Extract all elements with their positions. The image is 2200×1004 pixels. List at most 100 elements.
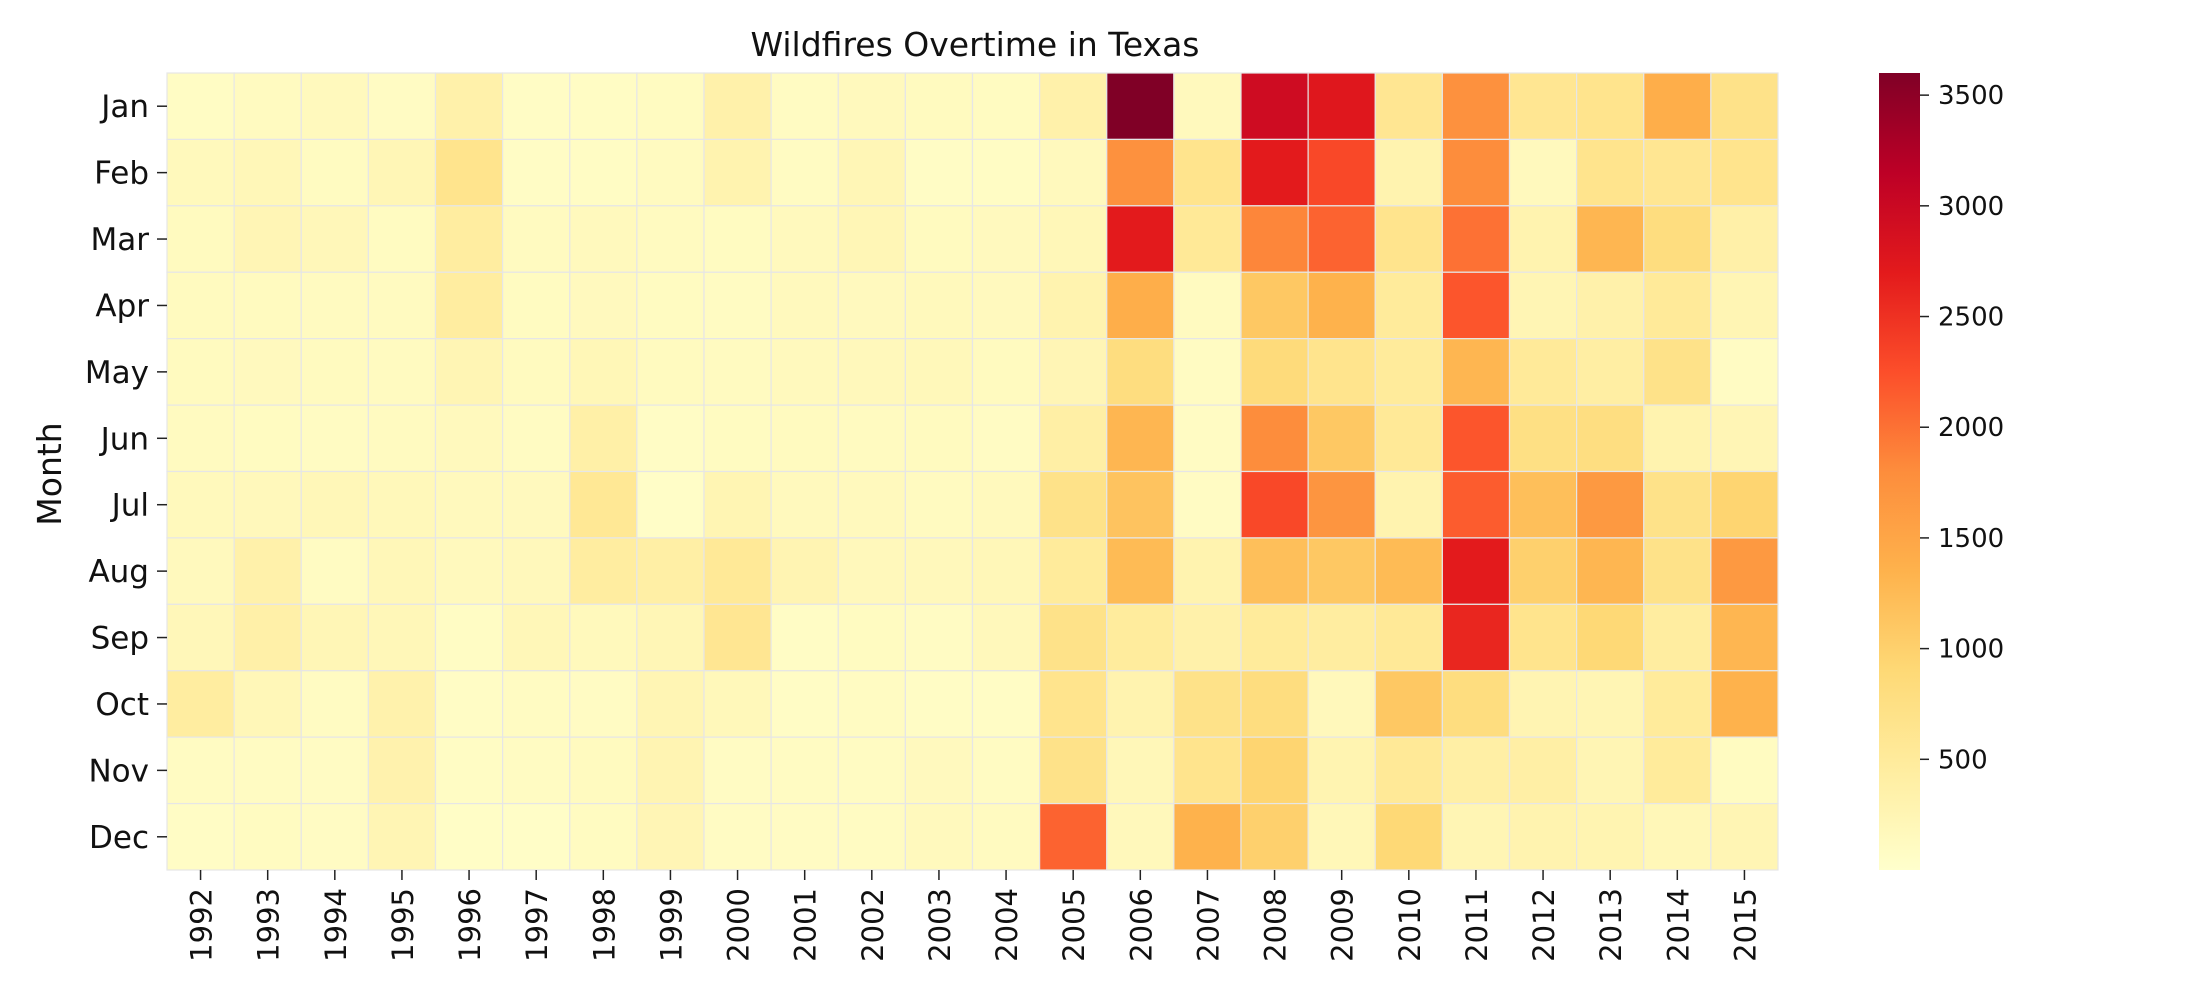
heatmap-cell xyxy=(971,404,1041,473)
heatmap-cell xyxy=(1441,271,1511,340)
heatmap-cell xyxy=(569,736,638,805)
heatmap-cell xyxy=(1374,802,1443,871)
heatmap-cell xyxy=(569,404,638,473)
heatmap-cell xyxy=(569,271,638,340)
heatmap-cell xyxy=(1374,271,1443,340)
heatmap-cell xyxy=(1106,670,1175,738)
heatmap-cell xyxy=(1039,537,1108,605)
y-axis-ticks: Jan Feb Mar Apr May Jun Jul Aug Sep Oct Nov Dec xyxy=(85,89,167,856)
heatmap-cell xyxy=(166,404,235,473)
heatmap-cell xyxy=(1374,603,1443,672)
heatmap-cell xyxy=(1710,338,1779,406)
y-tick-label: Dec xyxy=(89,820,149,856)
heatmap-cell xyxy=(367,670,437,738)
x-tick-label: 2010 xyxy=(1393,888,1427,962)
heatmap-cell xyxy=(502,470,571,539)
heatmap-cell xyxy=(569,470,638,539)
heatmap-cell xyxy=(904,670,974,738)
heatmap-cell xyxy=(1039,72,1108,141)
heatmap-cell xyxy=(1307,205,1376,273)
heatmap-cell xyxy=(233,138,302,207)
heatmap-cell xyxy=(1374,404,1443,473)
heatmap-cell xyxy=(1710,670,1779,738)
heatmap-cell xyxy=(703,338,772,406)
heatmap-cell xyxy=(837,802,906,871)
heatmap-cell xyxy=(837,404,906,473)
heatmap-cell xyxy=(502,138,571,207)
heatmap-cell xyxy=(569,670,638,738)
x-tick-label: 1996 xyxy=(453,888,487,962)
y-tick-label: Feb xyxy=(94,156,149,192)
heatmap-cell xyxy=(233,404,302,473)
heatmap-cell xyxy=(904,802,974,871)
heatmap-cell xyxy=(636,537,705,605)
heatmap-cell xyxy=(502,670,571,738)
x-tick-label: 2015 xyxy=(1728,888,1762,962)
heatmap-cell xyxy=(1307,404,1376,473)
heatmap-cell xyxy=(1173,802,1242,871)
heatmap-cell xyxy=(837,603,906,672)
heatmap-cell xyxy=(569,205,638,273)
x-tick-label: 2003 xyxy=(923,888,957,962)
heatmap-cell xyxy=(300,404,369,473)
heatmap-cell xyxy=(166,338,235,406)
heatmap-cell xyxy=(1106,736,1175,805)
heatmap-cell xyxy=(636,138,705,207)
heatmap-cell xyxy=(367,802,437,871)
heatmap-cell xyxy=(1106,603,1175,672)
heatmap-cell xyxy=(1173,205,1242,273)
heatmap-cell xyxy=(703,404,772,473)
heatmap-cell xyxy=(904,271,974,340)
heatmap-cell xyxy=(1508,271,1578,340)
heatmap-cell xyxy=(770,138,839,207)
heatmap-cell xyxy=(1307,537,1376,605)
heatmap-cell xyxy=(1576,603,1645,672)
y-tick-label: Nov xyxy=(88,753,149,789)
heatmap-cell xyxy=(770,736,839,805)
y-tick-label: Jun xyxy=(99,421,149,457)
heatmap-cell xyxy=(434,670,504,738)
heatmap-cell xyxy=(1039,138,1108,207)
heatmap-cell xyxy=(1643,338,1712,406)
colorbar-tick-label: 2000 xyxy=(1938,413,2004,443)
heatmap-cell xyxy=(1039,603,1108,672)
heatmap-cell xyxy=(1307,72,1376,141)
heatmap-cell xyxy=(1374,670,1443,738)
y-tick-label: Sep xyxy=(91,621,149,657)
heatmap-cell xyxy=(1106,138,1175,207)
heatmap-cell xyxy=(1576,670,1645,738)
y-tick-label: May xyxy=(85,355,149,391)
heatmap-cell xyxy=(636,271,705,340)
heatmap-cell xyxy=(434,404,504,473)
heatmap-cell xyxy=(971,470,1041,539)
heatmap-cell xyxy=(1039,736,1108,805)
heatmap-cell xyxy=(233,736,302,805)
heatmap-cell xyxy=(703,603,772,672)
heatmap-cell xyxy=(1173,404,1242,473)
heatmap-cell xyxy=(971,802,1041,871)
heatmap-cell xyxy=(636,205,705,273)
heatmap-cell xyxy=(300,470,369,539)
heatmap-cell xyxy=(1508,72,1578,141)
heatmap-cell xyxy=(233,537,302,605)
heatmap-cell xyxy=(1173,470,1242,539)
heatmap-cell xyxy=(1643,736,1712,805)
heatmap-cell xyxy=(1441,470,1511,539)
heatmap-cell xyxy=(770,72,839,141)
heatmap-cell xyxy=(1576,537,1645,605)
y-tick-label: Mar xyxy=(91,222,150,258)
heatmap-cell xyxy=(1039,205,1108,273)
heatmap-cell xyxy=(1508,802,1578,871)
heatmap-cell xyxy=(1441,670,1511,738)
heatmap-cell xyxy=(770,470,839,539)
heatmap-cell xyxy=(770,338,839,406)
heatmap-cell xyxy=(1508,537,1578,605)
y-tick-label: Oct xyxy=(95,687,149,723)
x-tick-label: 2013 xyxy=(1594,888,1628,962)
heatmap-cell xyxy=(367,603,437,672)
heatmap-cell xyxy=(166,670,235,738)
x-tick-label: 1997 xyxy=(520,888,554,962)
heatmap-cell xyxy=(1643,603,1712,672)
heatmap-cell xyxy=(166,72,235,141)
heatmap-cell xyxy=(837,470,906,539)
